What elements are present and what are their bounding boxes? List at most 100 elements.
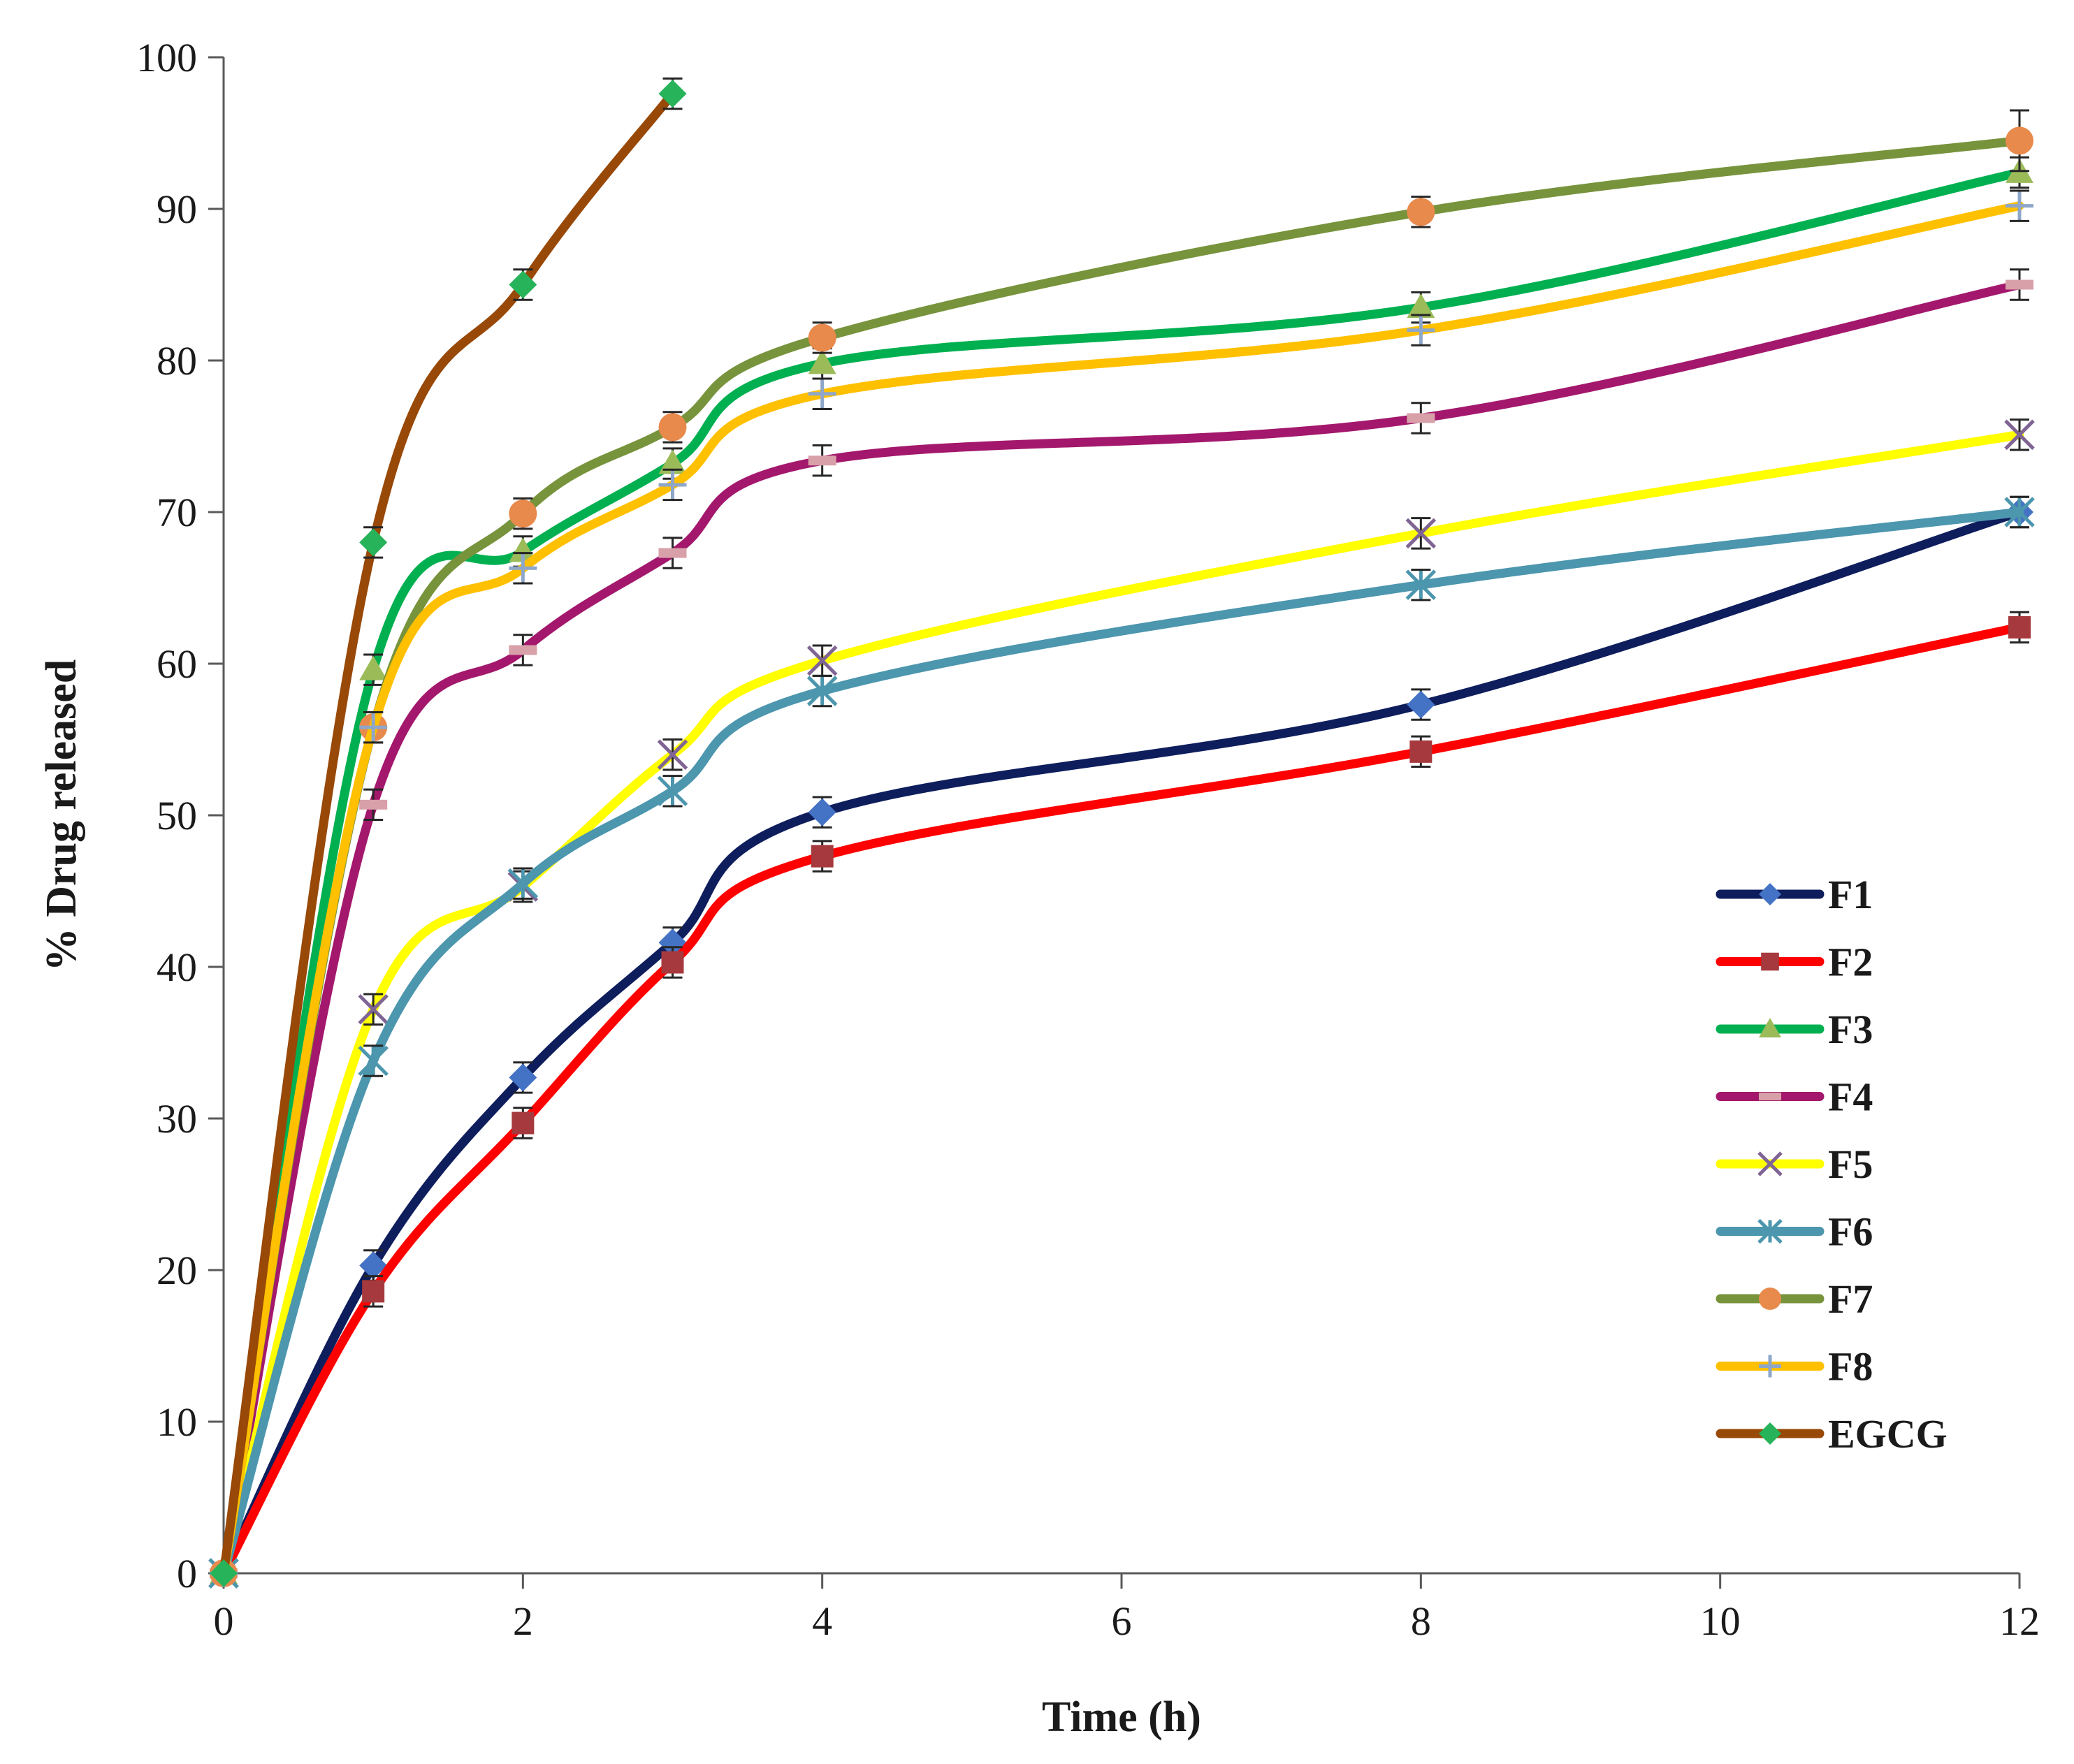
data-point: [811, 845, 834, 868]
data-point: [1759, 1422, 1781, 1445]
y-tick-label: 30: [157, 1096, 197, 1142]
legend-label: F4: [1828, 1074, 1873, 1120]
axes: 0 10 20 30 40 50 60 70 80 90 100 0 2 4 6 8 10 12: [136, 35, 2040, 1644]
data-point: [2004, 419, 2035, 451]
data-point: [1407, 690, 1435, 719]
legend-item-f8: F8: [1716, 1344, 1873, 1390]
y-tick-label: 10: [157, 1399, 197, 1445]
data-point: [806, 645, 838, 676]
data-point: [509, 270, 537, 299]
data-point: [509, 500, 537, 528]
data-point: [1407, 293, 1435, 319]
series-f1: [210, 495, 2033, 1587]
data-point: [1407, 413, 1435, 423]
series-line: [219, 168, 2024, 1578]
data-point: [657, 775, 688, 807]
x-tick-label: 0: [214, 1598, 234, 1644]
data-point: [806, 676, 838, 706]
legend-item-f3: F3: [1716, 1007, 1873, 1052]
y-tick-label: 60: [157, 641, 197, 687]
y-tick-label: 100: [136, 35, 197, 80]
data-point: [808, 323, 836, 352]
data-point: [1409, 740, 1433, 763]
data-point: [1757, 1218, 1783, 1244]
data-point: [1759, 1288, 1781, 1310]
series-line: [219, 201, 2024, 1578]
x-axis-title: Time (h): [1042, 1693, 1201, 1741]
data-point: [359, 713, 388, 742]
series-line: [219, 280, 2024, 1578]
data-point: [512, 1111, 535, 1135]
data-point: [509, 645, 537, 655]
data-point: [359, 528, 388, 557]
data-point: [808, 455, 836, 466]
data-point: [2004, 497, 2035, 527]
data-point: [657, 739, 688, 770]
x-tick-label: 4: [812, 1598, 832, 1644]
y-tick-label: 20: [157, 1248, 197, 1293]
data-point: [358, 1045, 389, 1077]
series-line: [219, 507, 2024, 1578]
data-point: [509, 554, 537, 583]
x-tick-label: 2: [513, 1598, 533, 1644]
data-point: [658, 449, 687, 474]
series-f3: [210, 156, 2033, 1584]
data-point: [210, 1559, 238, 1587]
legend-label: EGCG: [1828, 1411, 1948, 1457]
legend-item-f6: F6: [1716, 1209, 1873, 1255]
data-point: [362, 1280, 385, 1303]
data-point: [1759, 1092, 1781, 1101]
y-tick-label: 0: [177, 1551, 197, 1596]
series-egcg: [210, 77, 687, 1587]
y-tick-label: 90: [157, 187, 197, 232]
data-point: [1407, 316, 1435, 344]
data-point: [658, 413, 687, 442]
legend-item-f1: F1: [1716, 872, 1873, 917]
legend-item-egcg: EGCG: [1716, 1411, 1948, 1457]
series-f8: [210, 189, 2033, 1587]
series-f6: [208, 495, 2035, 1589]
data-point: [509, 1063, 537, 1092]
x-tick-label: 8: [1411, 1598, 1431, 1644]
legend-label: F3: [1828, 1007, 1873, 1052]
data-point: [358, 993, 389, 1025]
y-ticks: 0 10 20 30 40 50 60 70 80 90 100: [136, 35, 224, 1596]
data-point: [359, 1251, 388, 1280]
data-point: [1407, 198, 1435, 226]
legend-item-f5: F5: [1716, 1142, 1873, 1187]
data-point: [2008, 615, 2031, 639]
data-point: [658, 80, 687, 108]
data-point: [808, 349, 836, 374]
y-tick-label: 50: [157, 793, 197, 838]
legend: F1 F2 F3 F4 F5 F6 F7 F8 EGCG: [1716, 872, 1948, 1457]
data-point: [1405, 518, 1437, 549]
data-point: [509, 537, 537, 562]
legend-label: F7: [1828, 1276, 1873, 1322]
y-tick-label: 40: [157, 945, 197, 990]
series-f5: [208, 418, 2035, 1589]
x-tick-label: 10: [1700, 1598, 1741, 1644]
legend-item-f2: F2: [1716, 940, 1873, 985]
legend-label: F6: [1828, 1209, 1873, 1255]
y-tick-label: 70: [157, 490, 197, 535]
legend-label: F2: [1828, 940, 1873, 985]
data-point: [658, 470, 687, 499]
x-tick-label: 6: [1112, 1598, 1132, 1644]
data-point: [2006, 279, 2033, 290]
plot-series: [208, 77, 2035, 1589]
data-point: [1757, 1151, 1783, 1176]
legend-label: F8: [1828, 1344, 1873, 1390]
data-point: [658, 548, 687, 558]
data-point: [661, 951, 684, 974]
legend-label: F1: [1828, 872, 1873, 917]
data-point: [1405, 569, 1437, 600]
x-ticks: 0 2 4 6 8 10 12: [214, 1573, 2040, 1644]
data-point: [1759, 883, 1781, 905]
legend-item-f4: F4: [1716, 1074, 1873, 1120]
series-line: [219, 89, 677, 1578]
data-point: [2006, 126, 2033, 155]
series-line: [219, 430, 2024, 1578]
x-tick-label: 12: [1999, 1598, 2040, 1644]
data-point: [2006, 191, 2033, 220]
